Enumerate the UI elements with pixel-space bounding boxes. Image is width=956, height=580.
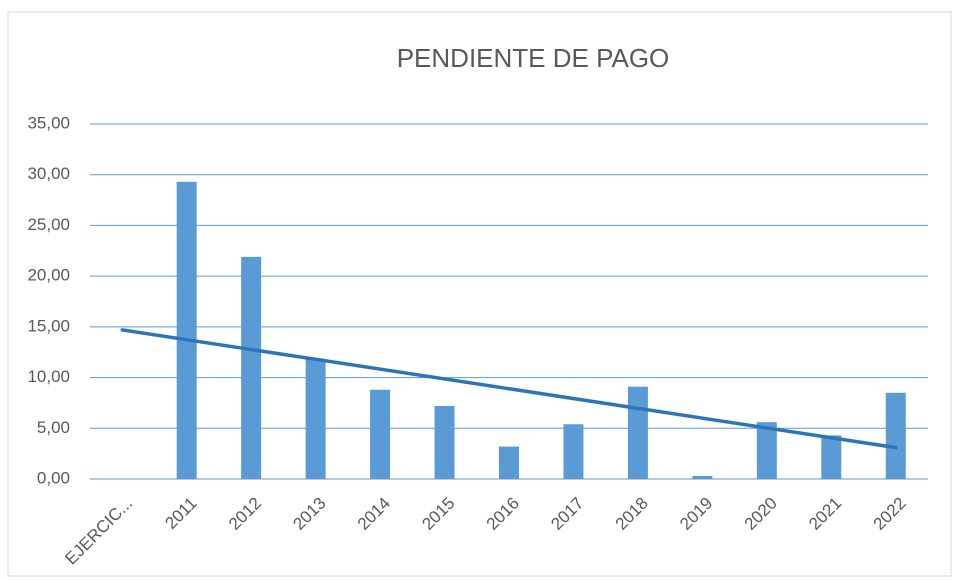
y-tick-label: 20,00 <box>27 266 70 285</box>
bar <box>176 181 197 480</box>
bar <box>692 475 713 479</box>
chart-title: PENDIENTE DE PAGO <box>397 43 670 73</box>
bar <box>821 435 842 479</box>
bar <box>305 359 326 479</box>
bar <box>434 405 455 479</box>
trendline <box>120 328 898 450</box>
bar <box>885 392 906 479</box>
bar <box>499 446 519 479</box>
bar <box>563 424 584 479</box>
bar <box>370 389 391 479</box>
y-tick-label: 10,00 <box>27 367 70 386</box>
y-tick-label: 15,00 <box>27 316 70 335</box>
y-tick-label: 25,00 <box>27 215 70 234</box>
y-tick-label: 35,00 <box>27 113 70 132</box>
chart-area <box>7 11 952 577</box>
bar <box>627 386 648 479</box>
bar <box>756 422 777 479</box>
y-tick-label: 5,00 <box>37 418 70 437</box>
y-tick-label: 30,00 <box>27 164 70 183</box>
y-tick-label: 0,00 <box>37 468 70 487</box>
bar <box>241 256 262 479</box>
